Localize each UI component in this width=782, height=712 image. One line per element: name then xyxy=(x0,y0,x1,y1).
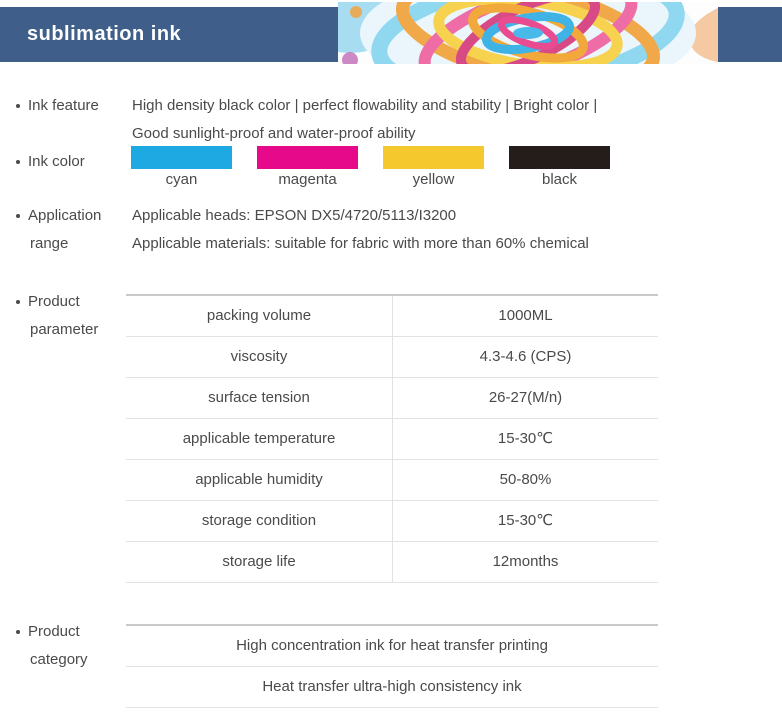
ink-color-label: Ink color xyxy=(28,153,85,170)
category-label-line1: Product xyxy=(28,623,80,640)
bullet-dot xyxy=(16,214,20,218)
category-row: Heat transfer ultra-high consistency ink xyxy=(126,667,658,708)
parameter-label-line1: Product xyxy=(28,293,80,310)
cyan-swatch xyxy=(131,146,232,169)
param-name-cell: packing volume xyxy=(126,296,393,336)
applicable-materials-line: Applicable materials: suitable for fabri… xyxy=(132,235,589,252)
parameter-table: packing volume 1000ML viscosity 4.3-4.6 … xyxy=(126,294,658,583)
black-label: black xyxy=(541,171,578,188)
param-value-cell: 1000ML xyxy=(498,307,553,324)
category-row: High concentration ink for heat transfer… xyxy=(126,626,658,667)
page-title: sublimation ink xyxy=(27,23,182,45)
table-row: viscosity 4.3-4.6 (CPS) xyxy=(126,337,658,378)
black-swatch xyxy=(509,146,610,169)
swatch-cyan: cyan xyxy=(131,146,232,189)
applicable-heads-line: Applicable heads: EPSON DX5/4720/5113/I3… xyxy=(132,207,457,224)
table-row: storage life 12months xyxy=(126,542,658,583)
category-table: High concentration ink for heat transfer… xyxy=(126,624,658,708)
magenta-swatch xyxy=(257,146,358,169)
yellow-label: yellow xyxy=(412,171,455,188)
ink-feature-label: Ink feature xyxy=(28,97,99,114)
parameter-label-line2: parameter xyxy=(30,321,99,338)
param-name-cell: applicable humidity xyxy=(126,460,393,500)
bullet-dot xyxy=(16,104,20,108)
ink-color-swatches: cyan magenta yellow black xyxy=(131,146,610,189)
swatch-black: black xyxy=(509,146,610,189)
param-value-cell: 12months xyxy=(492,553,559,570)
param-name-cell: viscosity xyxy=(126,337,393,377)
category-label-line2: category xyxy=(30,651,88,668)
param-value-cell: 15-30℃ xyxy=(497,430,554,447)
bullet-dot xyxy=(16,160,20,164)
fabric-rose-image xyxy=(338,2,718,64)
section-label-ink-feature: Ink feature xyxy=(16,92,99,120)
param-name-cell: surface tension xyxy=(126,378,393,418)
cyan-label: cyan xyxy=(165,171,198,188)
table-row: packing volume 1000ML xyxy=(126,296,658,337)
param-name-cell: storage life xyxy=(126,542,393,582)
table-row: surface tension 26-27(M/n) xyxy=(126,378,658,419)
ink-feature-line-2: Good sunlight-proof and water-proof abil… xyxy=(132,125,416,142)
table-row: storage condition 15-30℃ xyxy=(126,501,658,542)
param-name-cell: applicable temperature xyxy=(126,419,393,459)
param-name-cell: storage condition xyxy=(126,501,393,541)
table-row: applicable humidity 50-80% xyxy=(126,460,658,501)
param-value-cell: 50-80% xyxy=(499,471,552,488)
section-label-product-category: Product category xyxy=(16,618,88,674)
bullet-dot xyxy=(16,630,20,634)
application-label-line1: Application xyxy=(28,207,102,224)
section-label-product-parameter: Product parameter xyxy=(16,288,98,344)
table-row: applicable temperature 15-30℃ xyxy=(126,419,658,460)
param-value-cell: 26-27(M/n) xyxy=(488,389,563,406)
yellow-swatch xyxy=(383,146,484,169)
param-value-cell: 4.3-4.6 (CPS) xyxy=(479,348,572,365)
magenta-label: magenta xyxy=(278,171,337,188)
swatch-yellow: yellow xyxy=(383,146,484,189)
section-label-ink-color: Ink color xyxy=(16,148,85,176)
bullet-dot xyxy=(16,300,20,304)
application-label-line2: range xyxy=(30,235,69,252)
swatch-magenta: magenta xyxy=(257,146,358,189)
section-label-application-range: Application range xyxy=(16,202,101,258)
ink-feature-line-1: High density black color | perfect flowa… xyxy=(132,97,598,114)
param-value-cell: 15-30℃ xyxy=(497,512,554,529)
